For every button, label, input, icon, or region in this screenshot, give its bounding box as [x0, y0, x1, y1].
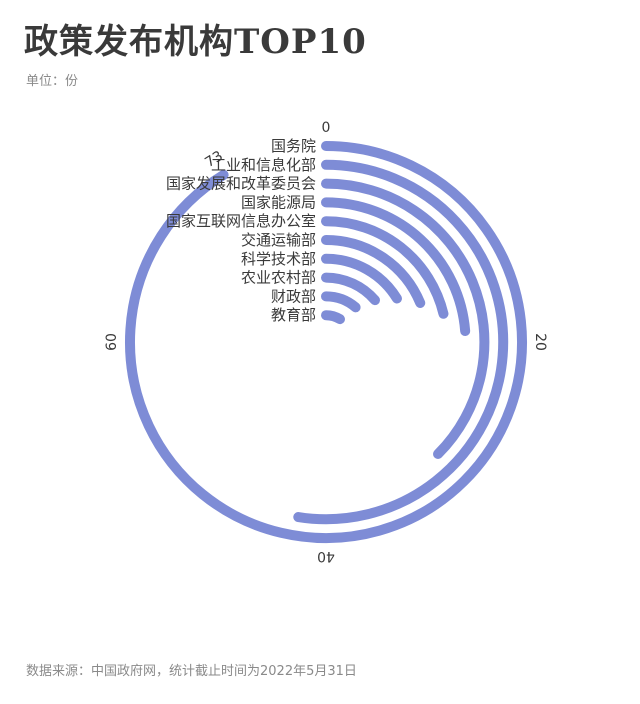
category-label-8: 财政部	[271, 287, 316, 305]
tick-label-1: 20	[532, 333, 548, 351]
tick-label-4: 73	[202, 148, 226, 171]
tick-label-0: 0	[322, 120, 331, 136]
bar-1	[293, 159, 509, 525]
data-source-note: 数据来源：中国政府网，统计截止时间为2022年5月31日	[26, 664, 357, 679]
bar-8	[321, 291, 361, 313]
bar-6	[321, 253, 402, 304]
bar-7	[321, 272, 380, 306]
category-label-0: 国务院	[271, 137, 316, 155]
category-label-3: 国家能源局	[241, 193, 316, 211]
bar-4	[321, 216, 449, 319]
category-label-2: 国家发展和改革委员会	[166, 175, 316, 193]
bar-3	[321, 197, 471, 337]
bar-2	[321, 178, 490, 460]
category-label-5: 交通运输部	[241, 231, 316, 249]
bar-0	[125, 141, 527, 543]
category-label-7: 农业农村部	[241, 269, 316, 287]
category-label-4: 国家互联网信息办公室	[166, 212, 316, 230]
category-label-9: 教育部	[271, 306, 316, 324]
category-label-1: 工业和信息化部	[211, 156, 316, 174]
unit-label: 单位：份	[26, 74, 79, 89]
category-label-6: 科学技术部	[241, 250, 316, 268]
tick-label-3: 60	[104, 333, 120, 351]
tick-label-2: 40	[317, 548, 335, 564]
bar-5	[321, 235, 426, 308]
page-title: 政策发布机构TOP10	[24, 22, 367, 62]
bar-9	[321, 310, 346, 325]
